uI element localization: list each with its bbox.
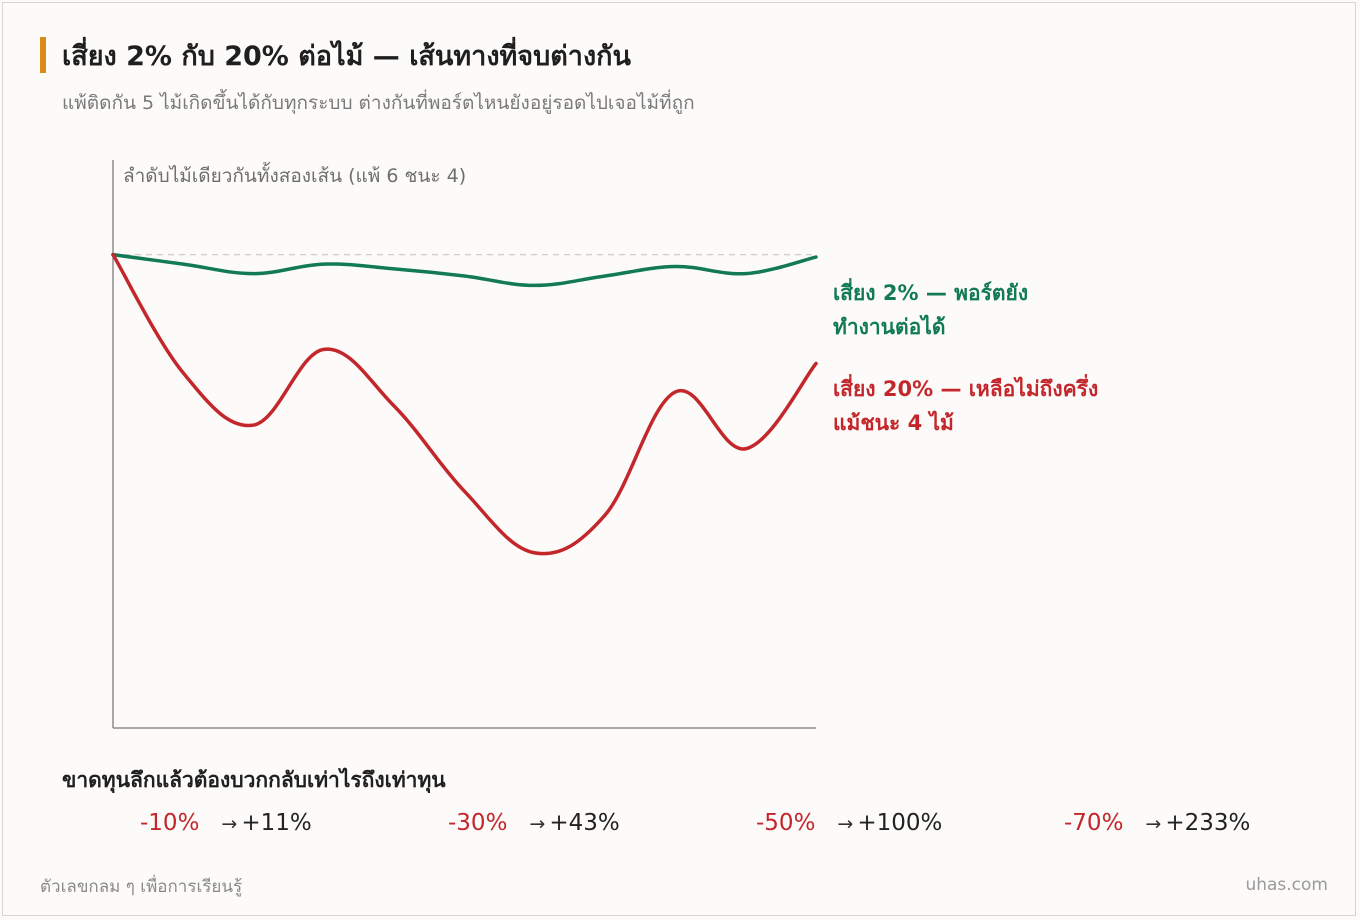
y-axis-label: ลำดับไม้เดียวกันทั้งสองเส้น (แพ้ 6 ชนะ 4… (123, 162, 466, 187)
arrow-right-icon: → (837, 813, 854, 835)
arrow-right-icon: → (1145, 813, 1162, 835)
recovery-loss: -10% (140, 810, 200, 836)
series-label-risk-2-line2: ทำงานต่อได้ (833, 315, 946, 339)
recovery-item: -70% → +233% (1064, 810, 1250, 836)
chart-title: เสี่ยง 2% กับ 20% ต่อไม้ — เส้นทางที่จบต… (62, 41, 631, 72)
arrow-right-icon: → (529, 813, 546, 835)
brand-mark: uhas.com (1245, 875, 1328, 895)
series-label-risk-20: เสี่ยง 20% — เหลือไม่ถึงครึ่ง แม้ชนะ 4 ไ… (833, 372, 1098, 440)
series-label-risk-2: เสี่ยง 2% — พอร์ตยัง ทำงานต่อได้ (833, 276, 1028, 344)
chart-subtitle: แพ้ติดกัน 5 ไม้เกิดขึ้นได้กับทุกระบบ ต่า… (62, 92, 695, 114)
title-accent-bar (40, 37, 46, 73)
recovery-row: -10% → +11% -30% → +43% -50% → +100% -70% → +233… (0, 810, 1360, 850)
series-label-risk-2-line1: เสี่ยง 2% — พอร์ตยัง (833, 281, 1029, 305)
recovery-gain: +233% (1165, 810, 1251, 836)
recovery-loss: -70% (1064, 810, 1124, 836)
series-label-risk-20-line1: เสี่ยง 20% — เหลือไม่ถึงครึ่ง (833, 377, 1099, 401)
arrow-right-icon: → (221, 813, 238, 835)
recovery-gain: +11% (241, 810, 312, 836)
recovery-item: -30% → +43% (448, 810, 620, 836)
recovery-loss: -50% (756, 810, 816, 836)
recovery-gain: +43% (549, 810, 620, 836)
recovery-gain: +100% (857, 810, 943, 836)
footnote: ตัวเลขกลม ๆ เพื่อการเรียนรู้ (40, 877, 243, 897)
recovery-title: ขาดทุนลึกแล้วต้องบวกกลับเท่าไรถึงเท่าทุน (62, 768, 446, 792)
series-line-risk-2 (111, 252, 818, 288)
series-line-risk-20 (111, 252, 818, 556)
recovery-item: -50% → +100% (756, 810, 942, 836)
recovery-loss: -30% (448, 810, 508, 836)
series-label-risk-20-line2: แม้ชนะ 4 ไม้ (833, 411, 954, 435)
recovery-item: -10% → +11% (140, 810, 312, 836)
